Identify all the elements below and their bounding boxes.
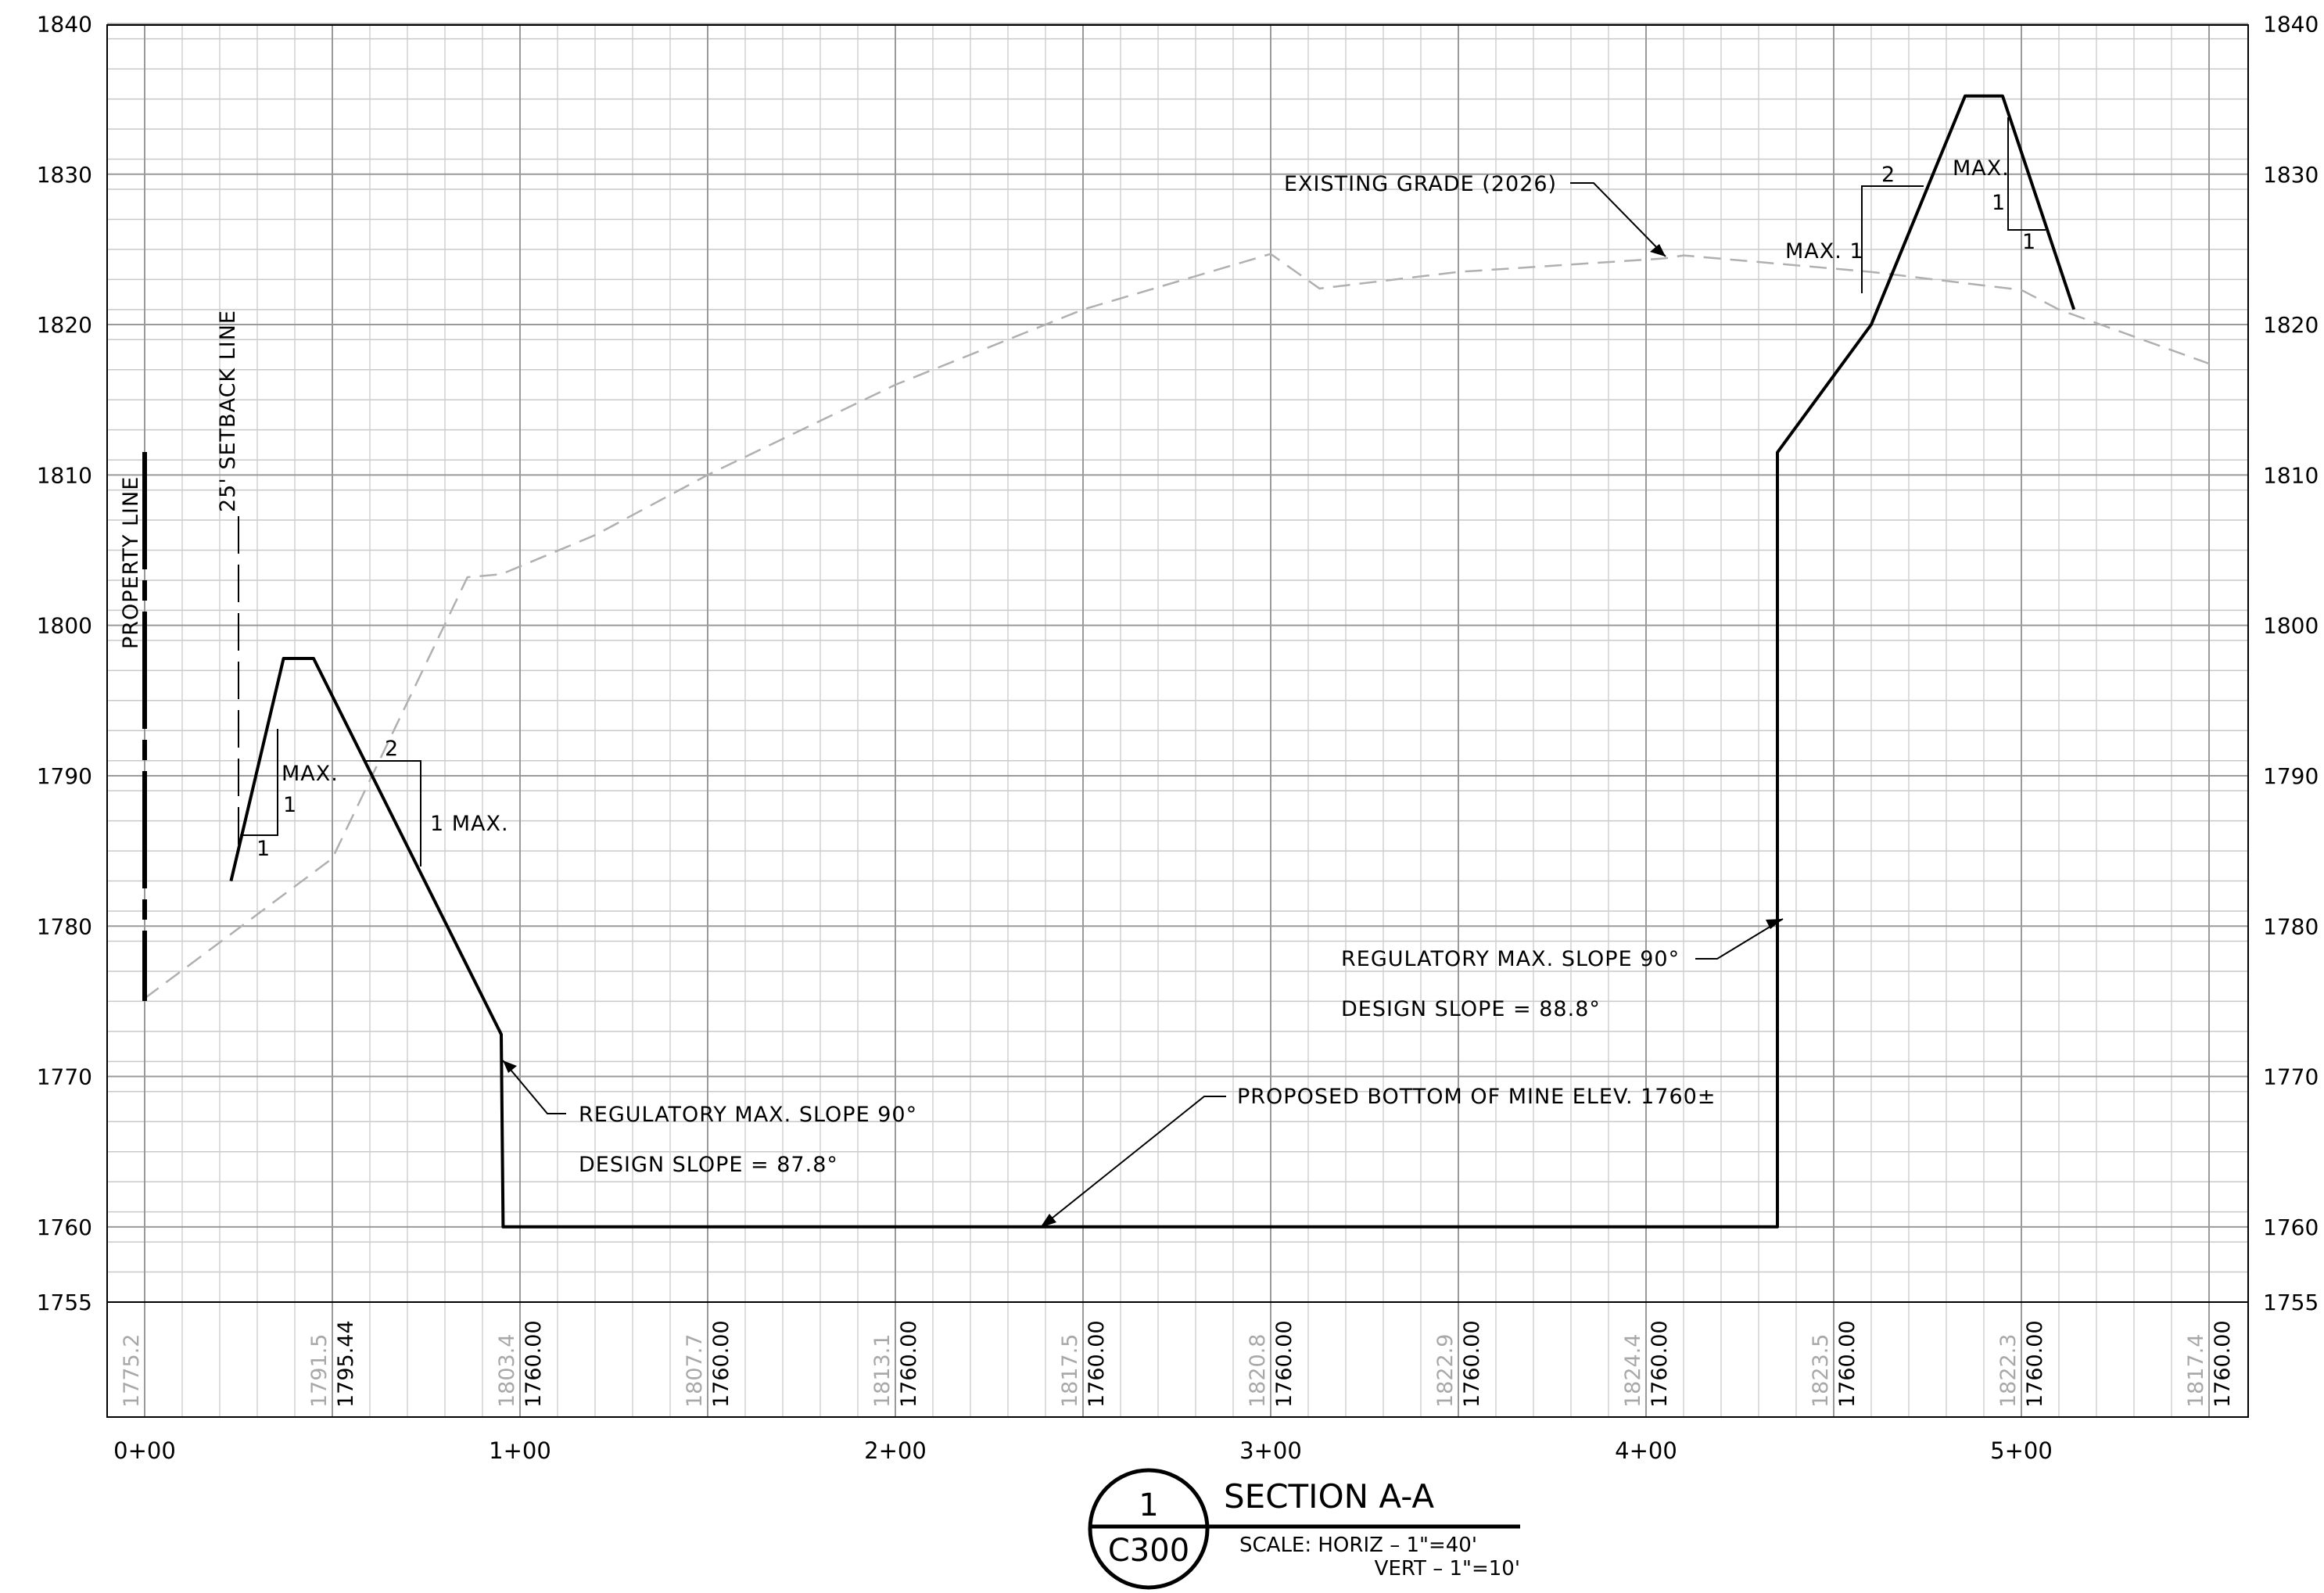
slope-left1-max: MAX. xyxy=(282,762,339,786)
x-tick-label: 4+00 xyxy=(1615,1437,1677,1464)
proposed-bottom-label: PROPOSED BOTTOM OF MINE ELEV. 1760± xyxy=(1237,1085,1716,1109)
y-tick-label-left: 1840 xyxy=(37,11,92,37)
y-tick-label-right: 1800 xyxy=(2263,613,2319,639)
station-proposed-elevation: 1760.00 xyxy=(1085,1320,1109,1408)
y-tick-label-left: 1780 xyxy=(37,913,92,939)
y-axis-right: 1755 1760 1770 1780 1790 1800 1810 1820 1830 1840 xyxy=(2263,11,2319,1315)
station-proposed-elevation: 1760.00 xyxy=(709,1320,733,1408)
slope-right1-run: 2 xyxy=(1881,163,1895,187)
station-existing-elevation: 1775.2 xyxy=(120,1334,144,1408)
existing-grade-label: EXISTING GRADE (2026) xyxy=(1284,172,1557,196)
station-existing-elevation: 1791.5 xyxy=(307,1334,332,1408)
y-tick-label-left: 1790 xyxy=(37,763,92,789)
slope-right2-one-b: 1 xyxy=(2022,230,2036,254)
station-existing-elevation: 1822.3 xyxy=(1996,1334,2021,1408)
scale-horizontal: SCALE: HORIZ – 1"=40' xyxy=(1239,1534,1477,1557)
y-tick-label-left: 1830 xyxy=(37,162,92,188)
station-existing-elevation: 1803.4 xyxy=(495,1334,519,1408)
station-existing-elevation: 1820.8 xyxy=(1246,1334,1270,1408)
plot-frame xyxy=(106,24,2249,1418)
slope-right2-one-a: 1 xyxy=(1992,191,2006,215)
proposed-bottom-leader xyxy=(1039,1096,1226,1229)
setback-line-label: 25' SETBACK LINE xyxy=(216,310,240,512)
title-block: 1 C300 SECTION A-A SCALE: HORIZ – 1"=40'… xyxy=(1088,1468,1520,1590)
profile-series xyxy=(144,94,2210,1229)
y-tick-label-right: 1780 xyxy=(2263,913,2319,939)
section-sheet: C300 xyxy=(1108,1533,1189,1569)
station-proposed-elevation: 1760.00 xyxy=(2023,1320,2047,1408)
y-tick-label-right: 1790 xyxy=(2263,763,2319,789)
slope-left1-one-a: 1 xyxy=(283,793,297,817)
station-existing-elevation: 1813.1 xyxy=(870,1334,895,1408)
right-slope-leader xyxy=(1695,918,1784,960)
right-reg-slope-label: REGULATORY MAX. SLOPE 90° xyxy=(1341,947,1680,971)
x-tick-label: 5+00 xyxy=(1990,1437,2053,1464)
station-proposed-elevation: 1760.00 xyxy=(897,1320,921,1408)
station-proposed-elevation: 1760.00 xyxy=(522,1320,546,1408)
slope-left1-one-b: 1 xyxy=(256,837,271,861)
property-line-label: PROPERTY LINE xyxy=(119,476,143,649)
y-tick-label-right: 1760 xyxy=(2263,1214,2319,1240)
existing-grade-line xyxy=(144,253,2210,999)
station-proposed-elevation: 1760.00 xyxy=(1460,1320,1484,1408)
station-proposed-elevation: 1760.00 xyxy=(1272,1320,1296,1408)
slope-right2-triangle xyxy=(2007,117,2046,231)
right-slope-arrow xyxy=(1766,919,1783,929)
grid-minor-lines xyxy=(107,25,2248,1417)
y-axis-left: 1755 1760 1770 1780 1790 1800 1810 1820 1830 1840 xyxy=(37,11,92,1315)
existing-grade-leader xyxy=(1570,182,1666,257)
y-tick-label-left: 1760 xyxy=(37,1214,92,1240)
section-number: 1 xyxy=(1139,1487,1158,1523)
slope-right1-triangle xyxy=(1861,185,1924,293)
grid-major-lines xyxy=(107,23,2248,1417)
y-tick-label-left: 1820 xyxy=(37,312,92,338)
y-tick-label-left: 1810 xyxy=(37,462,92,488)
station-existing-elevation: 1824.4 xyxy=(1621,1334,1645,1408)
y-tick-label-right: 1830 xyxy=(2263,162,2319,188)
existing-grade-arrow xyxy=(1650,244,1666,257)
station-existing-elevation: 1823.5 xyxy=(1809,1334,1833,1408)
station-proposed-elevation: 1760.00 xyxy=(1835,1320,1860,1408)
slope-right2-max: MAX. xyxy=(1953,156,2010,181)
y-tick-label-right: 1810 xyxy=(2263,462,2319,488)
station-existing-elevation: 1817.5 xyxy=(1058,1334,1082,1408)
y-tick-label-right: 1755 xyxy=(2263,1290,2319,1315)
left-slope-leader xyxy=(502,1060,566,1114)
x-tick-label: 2+00 xyxy=(864,1437,927,1464)
station-proposed-elevation: 1795.44 xyxy=(334,1320,358,1408)
slope-left2-triangle xyxy=(364,760,421,866)
y-tick-label-left: 1755 xyxy=(37,1290,92,1315)
left-reg-slope-label: REGULATORY MAX. SLOPE 90° xyxy=(579,1103,917,1127)
station-elevation-labels: 1775.2 1791.5 1795.44 1803.4 1760.00 1807.7 17… xyxy=(120,1320,2235,1408)
station-existing-elevation: 1807.7 xyxy=(683,1334,707,1408)
left-slope-arrow xyxy=(503,1060,517,1073)
slope-right1-max: MAX. 1 xyxy=(1785,239,1864,264)
slope-left2-run: 2 xyxy=(385,737,399,761)
x-tick-label: 0+00 xyxy=(113,1437,176,1464)
x-tick-label: 3+00 xyxy=(1239,1437,1302,1464)
scale-vertical: VERT – 1"=10' xyxy=(1375,1557,1520,1580)
station-proposed-elevation: 1760.00 xyxy=(2211,1320,2235,1408)
slope-left2-rise: 1 MAX. xyxy=(430,812,509,836)
section-callout-circle xyxy=(1088,1468,1210,1590)
proposed-bottom-arrow xyxy=(1040,1214,1056,1228)
station-existing-elevation: 1822.9 xyxy=(1433,1334,1458,1408)
left-design-slope-label: DESIGN SLOPE = 87.8° xyxy=(579,1153,838,1177)
y-tick-label-right: 1840 xyxy=(2263,11,2319,37)
x-axis-stations: 0+00 1+00 2+00 3+00 4+00 5+00 xyxy=(113,1437,2053,1464)
y-tick-label-right: 1820 xyxy=(2263,312,2319,338)
y-tick-label-right: 1770 xyxy=(2263,1064,2319,1090)
station-existing-elevation: 1817.4 xyxy=(2184,1334,2208,1408)
y-tick-label-left: 1770 xyxy=(37,1064,92,1090)
x-tick-label: 1+00 xyxy=(489,1437,551,1464)
proposed-grade-line xyxy=(229,94,2076,1229)
slope-left1-triangle xyxy=(240,729,278,836)
section-title: SECTION A-A xyxy=(1224,1477,1434,1516)
station-proposed-elevation: 1760.00 xyxy=(1648,1320,1672,1408)
y-tick-label-left: 1800 xyxy=(37,613,92,639)
right-design-slope-label: DESIGN SLOPE = 88.8° xyxy=(1341,997,1601,1021)
